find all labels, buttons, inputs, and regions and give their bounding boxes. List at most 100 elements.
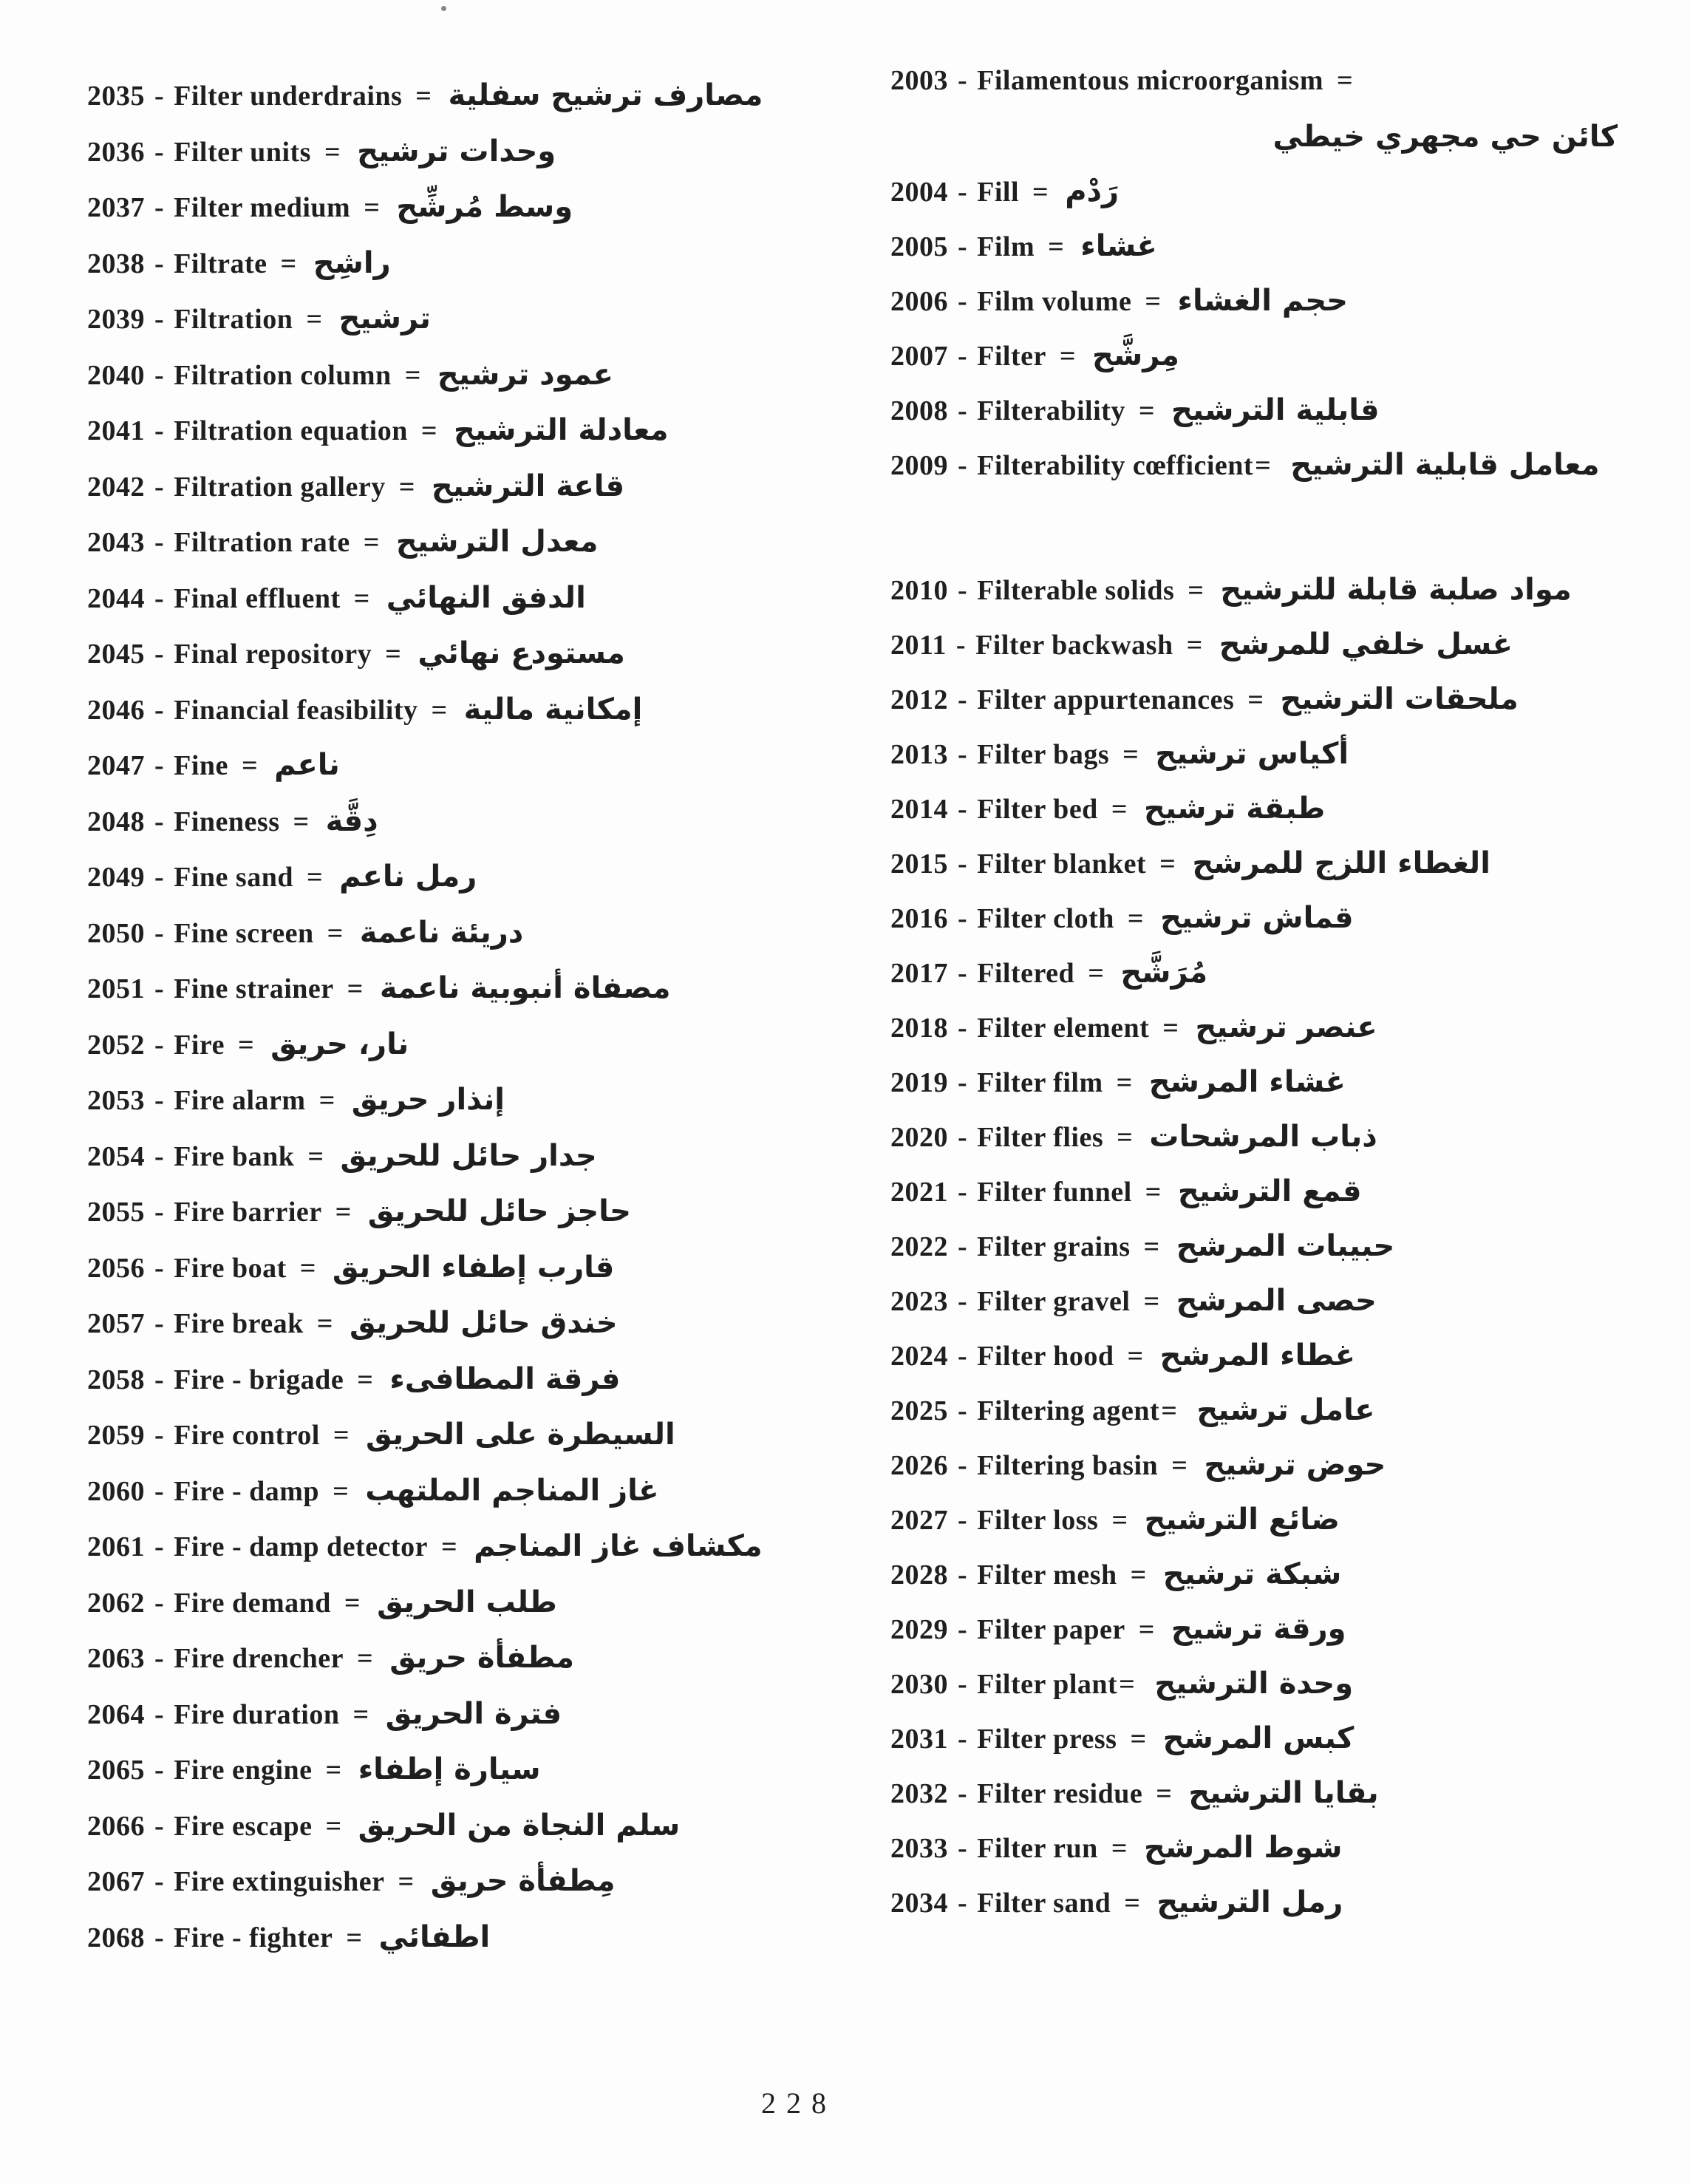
dictionary-entry: 2007- Filter = مِرشَّح [890, 328, 1622, 383]
entry-english-term: Filter mesh [977, 1559, 1117, 1591]
entry-number: 2049 [87, 862, 145, 893]
entry-dash: - [958, 231, 968, 262]
entry-dash: - [154, 1308, 165, 1339]
entry-dash: - [958, 395, 968, 426]
entry-number: 2039 [87, 304, 145, 335]
entry-arabic-translation: غاز المناجم الملتهب [365, 1473, 659, 1508]
entry-number: 2027 [890, 1505, 948, 1536]
dictionary-entry: 2004- Fill = رَدْم [890, 164, 1622, 219]
entry-number: 2009 [890, 450, 948, 481]
entry-english-term: Filter bags [977, 739, 1110, 770]
entry-english-term: Film [977, 231, 1035, 262]
entry-arabic-translation: سيارة إطفاء [358, 1752, 541, 1786]
equals-sign: = [1127, 903, 1145, 934]
entry-number: 2066 [87, 1810, 145, 1842]
dictionary-entry: 2009- Filterability cœfficient= معامل قابل… [890, 438, 1622, 492]
entry-english-term: Fire escape [174, 1810, 313, 1842]
entry-dash: - [154, 192, 165, 223]
entry-arabic-translation: مِطفأة حريق [430, 1864, 616, 1898]
equals-sign: = [347, 973, 364, 1004]
dictionary-entry: 2066- Fire escape = سلم النجاة من الحريق [87, 1798, 797, 1854]
entry-english-term: Fine strainer [174, 973, 334, 1004]
entry-english-term: Fire - damp detector [174, 1531, 428, 1562]
dictionary-entry: 2064- Fire duration = فترة الحريق [87, 1687, 797, 1743]
equals-sign: = [1247, 684, 1264, 715]
equals-sign: = [352, 1698, 369, 1730]
entry-arabic-translation: رَدْم [1065, 174, 1120, 208]
entry-arabic-translation: قمع الترشيح [1177, 1174, 1362, 1208]
entry-number: 2022 [890, 1231, 948, 1262]
entry-english-term: Fire boat [174, 1252, 287, 1284]
dictionary-entry: 2013- Filter bags = أكياس ترشيح [890, 727, 1622, 781]
right-column: 2003 - Filamentous microorganism = كائن حي … [890, 52, 1622, 1930]
equals-sign: = [363, 527, 380, 558]
dictionary-entry: 2055- Fire barrier = حاجز حائل للحريق [87, 1184, 797, 1240]
entry-arabic-translation: غشاء المرشح [1148, 1065, 1346, 1099]
entry-english-term: Fire bank [174, 1140, 295, 1172]
left-column: 2035 - Filter underdrains = مصارف ترشيح سفلي… [87, 68, 797, 1965]
entry-arabic-translation: راشِح [313, 245, 391, 280]
entry-arabic-translation: فرقة المطافىء [389, 1361, 621, 1396]
equals-sign: = [241, 750, 259, 781]
entry-arabic-translation: أكياس ترشيح [1155, 737, 1349, 771]
entry-english-term: Film volume [977, 286, 1132, 317]
entry-english-term: Fill [977, 177, 1020, 208]
entry-english-term: Filterability [977, 395, 1125, 426]
entry-dash: - [154, 1197, 165, 1228]
entry-english-term: Fire barrier [174, 1197, 322, 1228]
equals-sign: = [318, 1085, 335, 1116]
entry-number: 2023 [890, 1286, 948, 1317]
entry-number: 2046 [87, 694, 145, 726]
dictionary-entry: 2047- Fine = ناعم [87, 738, 797, 794]
entry-english-term: Filtration gallery [174, 471, 386, 503]
entry-number: 2021 [890, 1177, 948, 1208]
dictionary-entry: 2003- Filamentous microorganism = [890, 52, 1622, 109]
equals-sign: = [1143, 1231, 1160, 1262]
entry-dash: - [154, 973, 165, 1004]
entry-number: 2059 [87, 1420, 145, 1451]
dictionary-entry: 2053- Fire alarm = إنذار حريق [87, 1072, 797, 1129]
dictionary-entry: 2028- Filter mesh = شبكة ترشيح [890, 1547, 1622, 1602]
entry-arabic-translation: وسط مُرشِّح [396, 190, 573, 224]
entry-dash: - [958, 1888, 968, 1919]
entry-arabic-translation: ذباب المرشحات [1149, 1120, 1377, 1154]
dictionary-entry: 2040- Filtration column = عمود ترشيح [87, 347, 797, 404]
equals-sign: = [1127, 1341, 1144, 1372]
page-number: 228 [761, 2086, 837, 2120]
entry-arabic-translation: مصارف ترشيح سفلية [448, 78, 763, 112]
entry-dash: - [154, 750, 165, 781]
equals-sign: = [293, 806, 310, 837]
entry-english-term: Filtration [174, 304, 293, 335]
entry-arabic-translation: مستودع نهائي [418, 636, 625, 670]
entry-english-term: Filter loss [977, 1505, 1099, 1536]
dictionary-entry: 2036- Filter units = وحدات ترشيح [87, 124, 797, 180]
entry-number: 2028 [890, 1559, 948, 1591]
equals-sign: = [420, 415, 437, 446]
entry-english-term: Filter grains [977, 1231, 1131, 1262]
entry-english-term: Filter element [977, 1013, 1150, 1044]
entry-arabic-translation: سلم النجاة من الحريق [358, 1808, 681, 1843]
entry-dash: - [154, 471, 165, 503]
equals-sign: = [1138, 395, 1155, 426]
entry-dash: - [154, 1531, 165, 1562]
dictionary-entry: 2017- Filtered = مُرَشَّح [890, 945, 1622, 1000]
equals-sign: = [237, 1029, 255, 1061]
dictionary-entry: 2031- Filter press = كبس المرشح [890, 1711, 1622, 1766]
entry-english-term: Financial feasibility [174, 694, 418, 726]
entry-dash: - [958, 575, 968, 606]
entry-arabic-translation: قارب إطفاء الحريق [332, 1250, 615, 1285]
entry-arabic-translation: ضائع الترشيح [1144, 1503, 1340, 1537]
entry-dash: - [958, 1559, 968, 1591]
entry-dash: - [154, 527, 165, 558]
dictionary-entry: 2030- Filter plant= وحدة الترشيح [890, 1656, 1622, 1711]
entry-dash: - [958, 1286, 968, 1317]
dictionary-entry: 2061- Fire - damp detector = مكشاف غاز المن… [87, 1519, 797, 1575]
entry-dash: - [958, 1395, 968, 1426]
entry-dash: - [154, 1755, 165, 1786]
entry-arabic-translation: إمكانية مالية [463, 692, 643, 727]
dictionary-entry: 2032- Filter residue = بقايا الترشيح [890, 1766, 1622, 1820]
entry-english-term: Filter gravel [977, 1286, 1131, 1317]
entry-dash: - [958, 1341, 968, 1372]
dictionary-entry: 2042- Filtration gallery = قاعة الترشيح [87, 459, 797, 515]
entry-number: 2056 [87, 1252, 145, 1284]
